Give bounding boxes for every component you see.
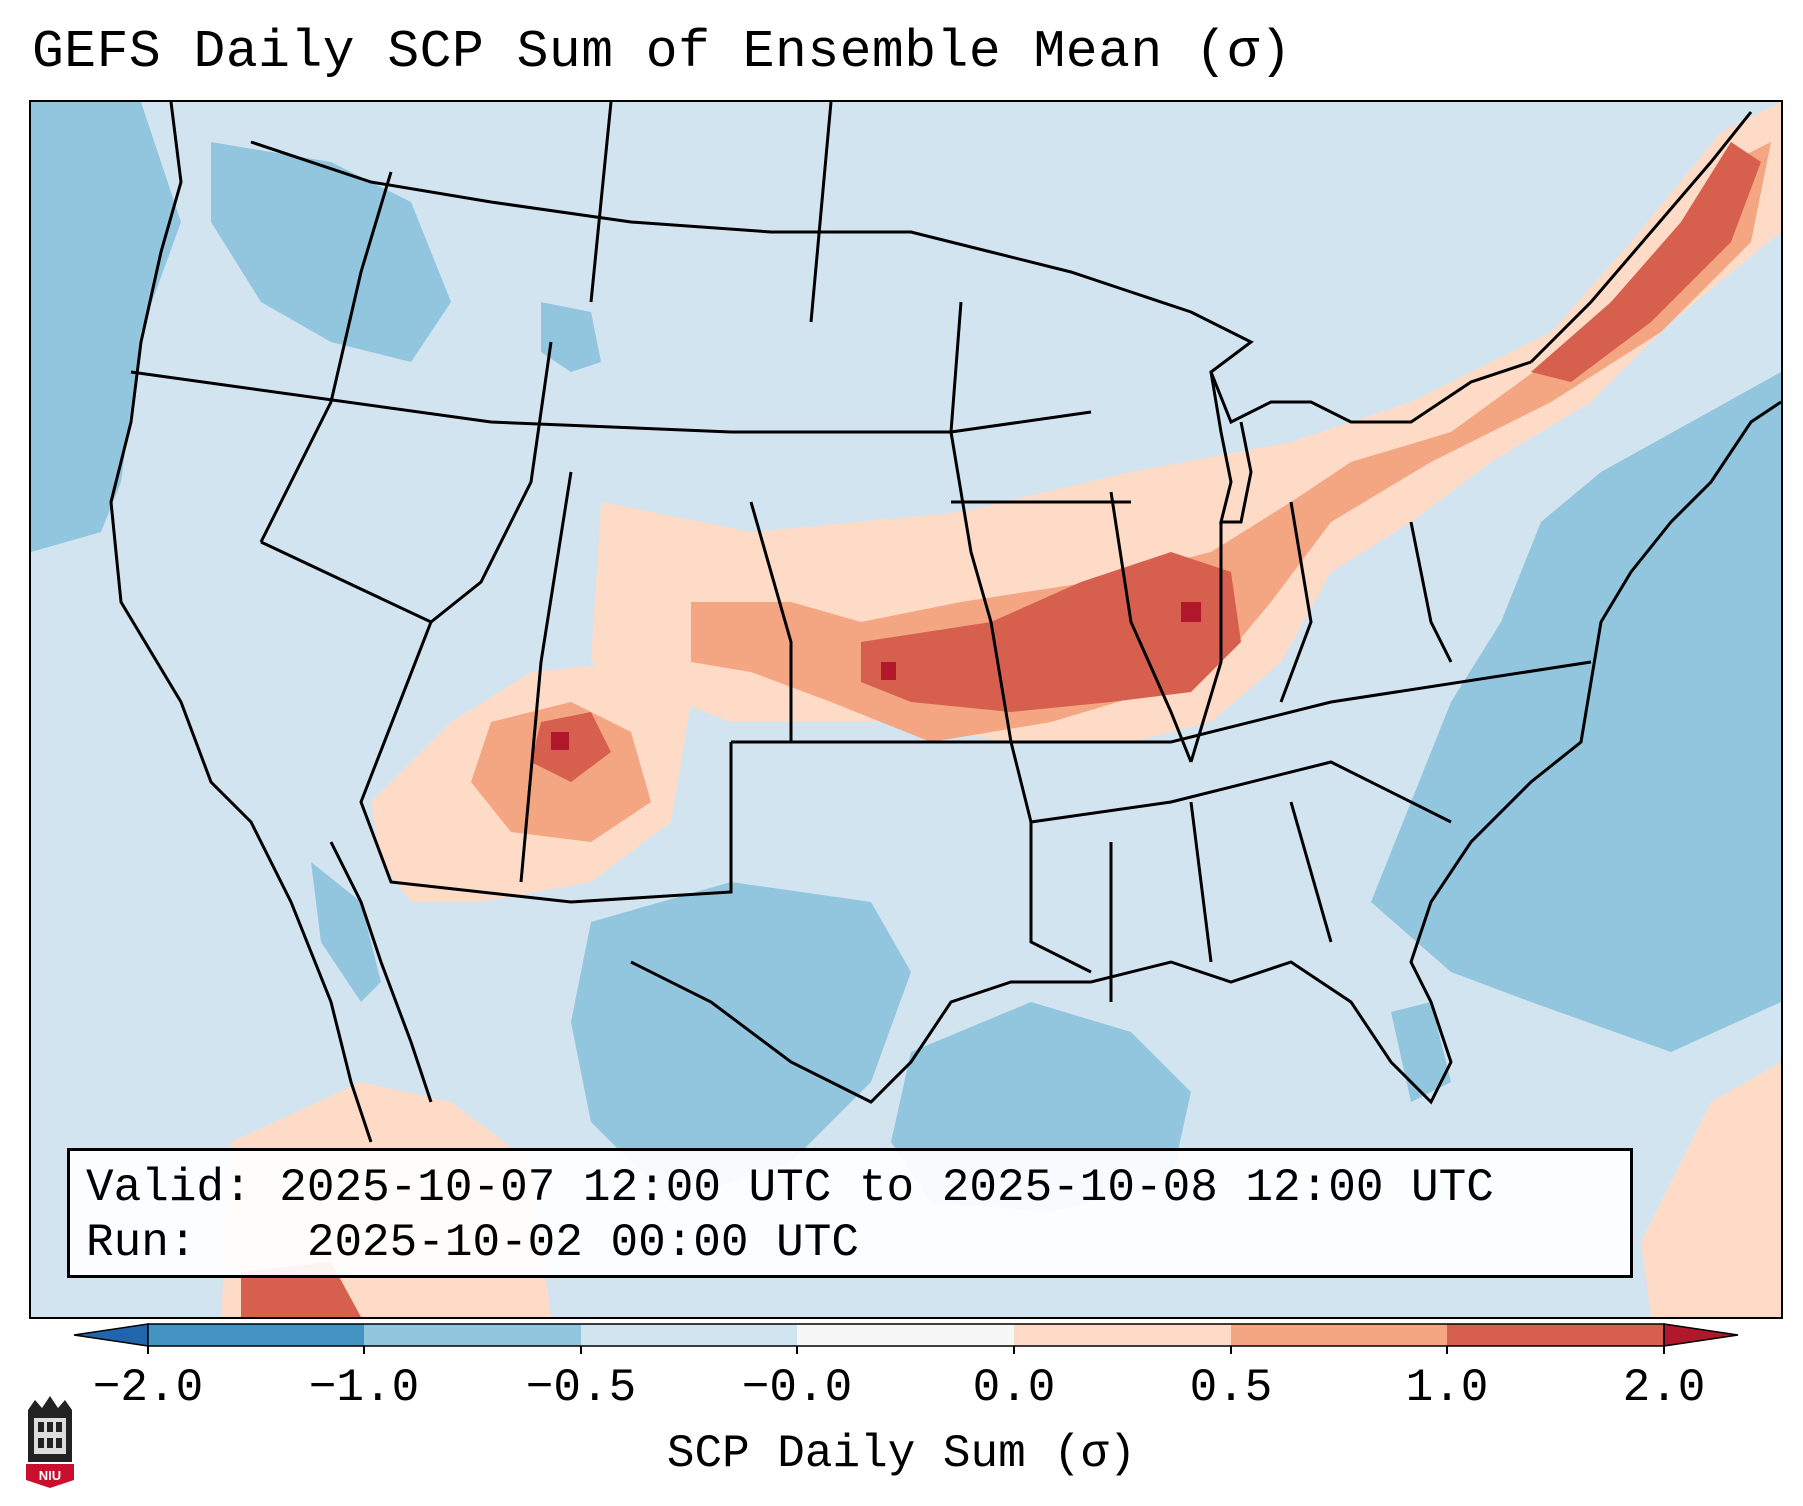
state-line-1 [259, 171, 393, 543]
state-line-10 [1189, 522, 1223, 763]
state-line-16 [1279, 501, 1313, 703]
state-line-7 [749, 501, 793, 742]
colorbar-outline [147, 1323, 1665, 1347]
state-line-15 [1109, 491, 1193, 763]
map-panel [29, 100, 1783, 1319]
colorbar-tick-label: −1.0 [308, 1362, 420, 1414]
caribbean-positive [1641, 1062, 1781, 1317]
gulf-coast-line [630, 400, 1781, 1105]
colorbar-tick-label: 1.0 [1405, 1362, 1489, 1414]
state-line-9 [1030, 760, 1452, 824]
state-line-17 [1409, 521, 1453, 663]
colorbar-segment [581, 1324, 797, 1346]
niu-logo-text: NIU [39, 1468, 61, 1483]
florida-shade [1391, 1002, 1451, 1102]
colorbar-tick-label: 0.0 [972, 1362, 1056, 1414]
colorbar-tick-label: 2.0 [1622, 1362, 1706, 1414]
idaho-shade [541, 302, 601, 372]
colorbar-tick-label: −0.0 [741, 1362, 853, 1414]
midwest-positive-light [591, 102, 1781, 742]
pacific-ocean-shade [31, 102, 181, 552]
state-line-4 [359, 621, 733, 904]
colorbar-arrow-low [73, 1323, 149, 1347]
state-line-11 [589, 102, 613, 303]
valid-value: 2025-10-07 12:00 UTC to 2025-10-08 12:00… [279, 1162, 1494, 1214]
northwest-shade [211, 142, 451, 362]
baja-shade [311, 862, 381, 1002]
colorbar-segment [1447, 1324, 1664, 1346]
state-line-6 [731, 660, 1592, 744]
colorbar-tick-label: −0.5 [525, 1362, 637, 1414]
state-line-2 [260, 341, 553, 624]
southwest-positive-strong [531, 712, 611, 782]
run-value: 2025-10-02 00:00 UTC [306, 1217, 859, 1269]
state-line-19 [1189, 801, 1213, 963]
niu-logo: NIU [26, 1396, 74, 1488]
state-line-3 [130, 370, 1092, 434]
state-line-20 [1289, 801, 1333, 943]
colorbar-segment [797, 1324, 1014, 1346]
maximum-cell-new-mexico [551, 732, 569, 750]
atlantic-ocean-shade [1371, 372, 1781, 1052]
texas-mexico-shade [571, 882, 911, 1202]
colorbar-arrow-high [1663, 1323, 1739, 1347]
chart-title: GEFS Daily SCP Sum of Ensemble Mean (σ) [32, 22, 1292, 82]
colorbar-tick-label: 0.5 [1189, 1362, 1273, 1414]
state-line-12 [809, 102, 833, 323]
run-label: Run: [86, 1217, 197, 1269]
maximum-cell-illinois [1181, 602, 1201, 622]
colorbar-segment [364, 1324, 581, 1346]
coastlines-and-borders [109, 102, 1781, 1143]
colorbar [73, 1323, 1739, 1354]
great-lakes-outline [1130, 290, 1532, 425]
colorbar-segment [148, 1324, 364, 1346]
colorbar-segment [1014, 1324, 1231, 1346]
colorbar-tick-label: −2.0 [92, 1362, 204, 1414]
state-line-8 [1009, 741, 1092, 974]
valid-run-info-box: Valid: 2025-10-07 12:00 UTC to 2025-10-0… [67, 1148, 1633, 1278]
colorbar-segment [1231, 1324, 1447, 1346]
baja-coast-line [329, 841, 433, 1103]
canada-border-line [250, 140, 1132, 294]
map-canvas [31, 102, 1781, 1317]
state-line-13 [949, 301, 1013, 743]
maximum-cell-kansas [881, 662, 896, 680]
state-line-5 [519, 471, 573, 883]
valid-label: Valid: [86, 1162, 252, 1214]
northeast-positive-strong [1531, 142, 1761, 382]
northeast-coast-line [1529, 111, 1753, 364]
colorbar-label: SCP Daily Sum (σ) [666, 1428, 1137, 1480]
midwest-positive-strong [861, 552, 1241, 712]
west-coast-line [109, 102, 373, 1143]
